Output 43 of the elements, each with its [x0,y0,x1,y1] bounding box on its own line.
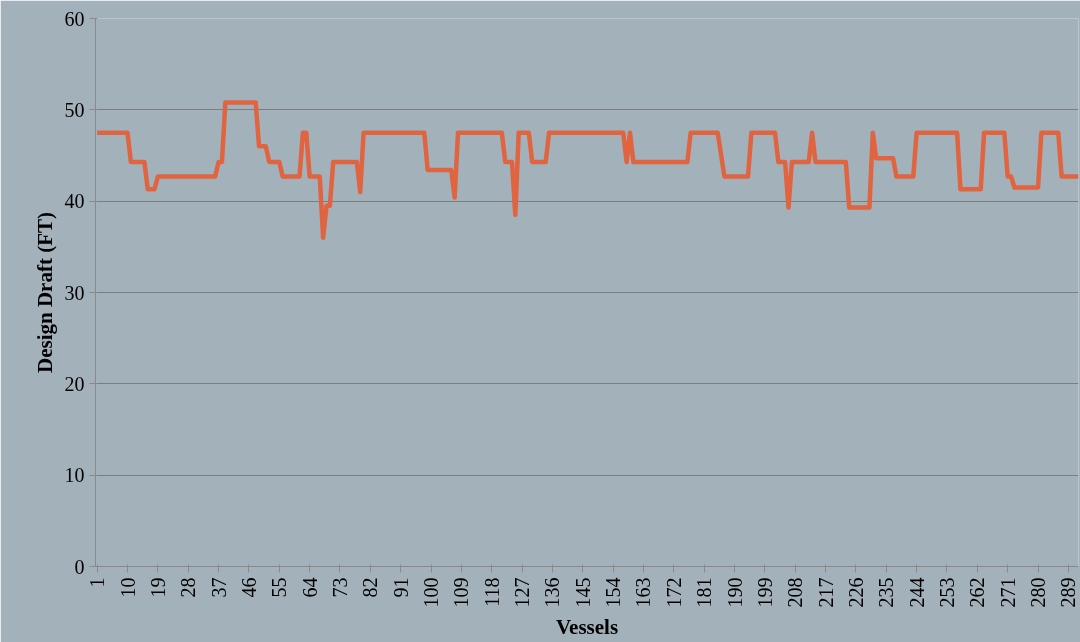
x-tick-label: 100 [420,577,443,608]
x-tick-label: 91 [389,577,412,598]
x-tick-label: 172 [662,577,685,608]
x-axis-title: Vessels [555,615,619,640]
x-tick-label: 82 [359,577,382,598]
y-tick-label: 0 [74,555,85,578]
x-tick-label: 55 [268,577,291,598]
x-tick-label: 163 [632,577,655,608]
x-tick-label: 127 [511,577,534,608]
x-tick-label: 208 [784,577,807,608]
x-tick-label: 226 [844,577,867,608]
x-tick-label: 190 [723,577,746,608]
x-tick-label: 217 [814,577,837,608]
y-tick-label: 30 [64,281,85,304]
x-tick-label: 28 [177,577,200,598]
x-tick-label: 73 [328,577,351,598]
x-tick-label: 253 [935,577,958,608]
x-tick-label: 244 [905,577,928,608]
x-tick-label: 1 [86,577,109,588]
x-tick-label: 289 [1057,577,1080,608]
x-tick-label: 118 [480,577,503,607]
x-tick-label: 19 [146,577,169,598]
y-axis-title: Design Draft (FT) [32,212,57,373]
x-tick-label: 64 [298,577,321,598]
x-tick-label: 280 [1027,577,1050,608]
y-tick-label: 20 [64,372,85,395]
x-tick-label: 109 [450,577,473,608]
x-tick-label: 136 [541,577,564,608]
x-tick-label: 199 [753,577,776,608]
x-tick-label: 10 [116,577,139,598]
x-tick-label: 37 [207,577,230,598]
x-tick-label: 46 [237,577,260,598]
y-tick-label: 50 [64,98,85,121]
line-series [95,100,1079,240]
x-tick-label: 154 [602,577,625,608]
x-tick-label: 235 [875,577,898,608]
x-tick-label: 145 [571,577,594,608]
x-tick-label: 262 [966,577,989,608]
y-tick-label: 60 [64,7,85,30]
x-tick-label: 181 [693,577,716,608]
y-tick-label: 40 [64,190,85,213]
x-tick-label: 271 [996,577,1019,608]
y-tick-label: 10 [64,464,85,487]
